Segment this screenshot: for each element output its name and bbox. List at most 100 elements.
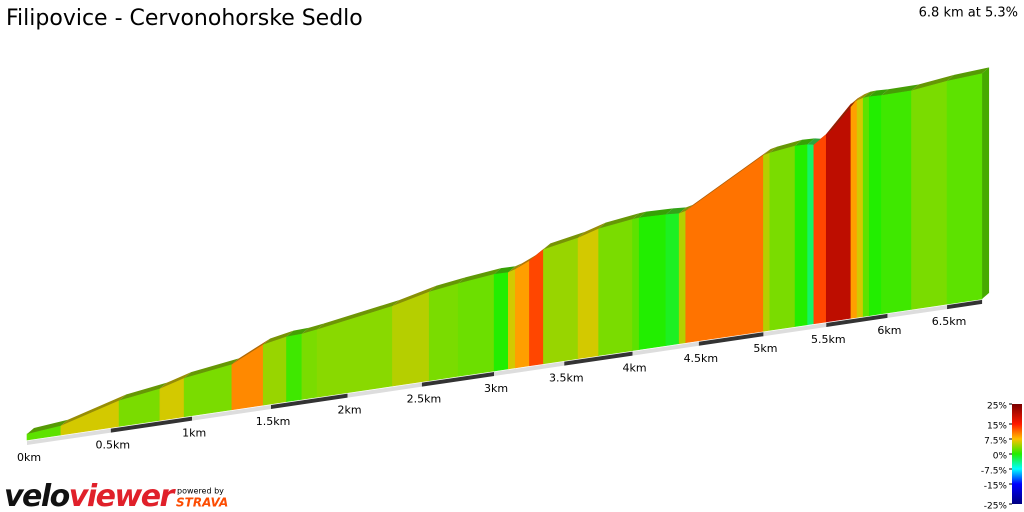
axis-segment bbox=[947, 299, 983, 310]
axis-segment bbox=[826, 313, 888, 327]
chart-title: Filipovice - Cervonohorske Sedlo bbox=[6, 6, 363, 31]
segment-top bbox=[231, 338, 271, 365]
axis-segment bbox=[271, 393, 348, 409]
segment-top bbox=[863, 90, 877, 98]
gradient-segment bbox=[911, 80, 948, 310]
gradient-segment bbox=[868, 94, 882, 316]
axis-segment bbox=[763, 322, 827, 337]
axis-segment bbox=[698, 332, 764, 346]
gradient-segment bbox=[493, 271, 509, 372]
gradient-segment bbox=[825, 103, 852, 323]
axis-segment bbox=[27, 428, 111, 445]
legend-label: 15% bbox=[987, 422, 1007, 432]
logo: veloviewer bbox=[4, 479, 177, 512]
gradient-segment bbox=[543, 237, 579, 365]
gradient-segment bbox=[685, 154, 764, 344]
axis-segment bbox=[192, 404, 272, 421]
axis-segment bbox=[564, 351, 633, 366]
gradient-segment bbox=[678, 210, 687, 345]
x-tick-label: 1.5km bbox=[256, 415, 291, 428]
gradient-segment bbox=[598, 218, 633, 356]
segment-top bbox=[632, 211, 647, 220]
segment-top bbox=[119, 382, 167, 401]
gradient-segment bbox=[638, 213, 667, 350]
gradient-segment bbox=[515, 260, 530, 369]
legend-label: -25% bbox=[984, 502, 1008, 512]
segment-top bbox=[826, 98, 858, 135]
segment-top bbox=[429, 277, 466, 292]
gradient-segment bbox=[881, 90, 912, 315]
gradient-segment bbox=[862, 96, 870, 317]
segment-top bbox=[639, 208, 673, 218]
legend-bar bbox=[1012, 404, 1022, 504]
segment-top bbox=[769, 139, 803, 153]
x-tick-label: 0km bbox=[17, 451, 41, 464]
x-tick-label: 2km bbox=[338, 404, 362, 417]
segment-top bbox=[301, 323, 325, 334]
x-tick-label: 0.5km bbox=[96, 439, 131, 452]
gradient-segment bbox=[632, 217, 640, 351]
powered-by: powered by bbox=[177, 487, 224, 496]
gradient-segment bbox=[457, 273, 495, 377]
gradient-segment bbox=[529, 248, 544, 367]
legend-label: -7.5% bbox=[981, 467, 1008, 477]
axis-segment bbox=[632, 341, 699, 356]
x-tick-label: 4km bbox=[622, 362, 646, 375]
gradient-segment bbox=[807, 144, 815, 326]
gradient-segment bbox=[301, 329, 318, 400]
axis-segment bbox=[887, 305, 948, 318]
x-tick-label: 5.5km bbox=[811, 333, 846, 346]
segment-top bbox=[598, 213, 640, 229]
gradient-segment bbox=[428, 283, 459, 381]
gradient-segment bbox=[665, 213, 680, 346]
strava-logo: STRAVA bbox=[176, 496, 228, 510]
gradient-segment bbox=[508, 268, 516, 370]
segment-top bbox=[494, 266, 516, 275]
segment-top bbox=[317, 299, 400, 330]
legend-label: 7.5% bbox=[984, 437, 1007, 447]
segment-top bbox=[27, 419, 68, 434]
x-tick-label: 6km bbox=[877, 324, 901, 337]
segment-top bbox=[458, 268, 502, 284]
segment-top bbox=[869, 89, 889, 97]
legend-label: -15% bbox=[984, 482, 1008, 492]
segment-top bbox=[911, 74, 955, 91]
segment-top bbox=[159, 372, 192, 389]
gradient-segment bbox=[850, 99, 858, 319]
gradient-segment bbox=[794, 144, 808, 327]
segment-top bbox=[881, 84, 919, 96]
gradient-segment bbox=[946, 72, 983, 305]
gradient-segment bbox=[262, 336, 287, 406]
x-tick-label: 5km bbox=[753, 342, 777, 355]
gradient-segment bbox=[856, 97, 864, 318]
x-tick-label: 3.5km bbox=[549, 372, 584, 385]
gradient-segment bbox=[763, 152, 771, 332]
legend-label: 25% bbox=[987, 402, 1007, 412]
x-tick-label: 1km bbox=[182, 427, 206, 440]
logo-velo: velo bbox=[4, 479, 70, 512]
segment-top bbox=[947, 67, 990, 81]
x-tick-label: 2.5km bbox=[407, 393, 442, 406]
x-tick-label: 4.5km bbox=[684, 352, 719, 365]
segment-top bbox=[795, 138, 815, 146]
profile-end bbox=[982, 67, 990, 299]
segment-top bbox=[263, 330, 294, 345]
x-tick-label: 3km bbox=[484, 382, 508, 395]
x-tick-label: 6.5km bbox=[932, 315, 967, 328]
segment-top bbox=[60, 394, 127, 426]
axis-segment bbox=[347, 382, 422, 398]
segment-top bbox=[679, 204, 693, 214]
gradient-segment bbox=[769, 145, 796, 331]
segment-top bbox=[543, 231, 586, 250]
segment-top bbox=[508, 263, 523, 273]
segment-top bbox=[515, 254, 537, 270]
segment-top bbox=[807, 138, 821, 145]
axis-segment bbox=[110, 416, 193, 433]
gradient-segment bbox=[813, 133, 827, 325]
logo-viewer: viewer bbox=[69, 479, 177, 512]
segment-top bbox=[184, 358, 239, 379]
segment-top bbox=[665, 207, 687, 215]
segment-top bbox=[685, 149, 771, 211]
segment-top bbox=[857, 91, 871, 101]
